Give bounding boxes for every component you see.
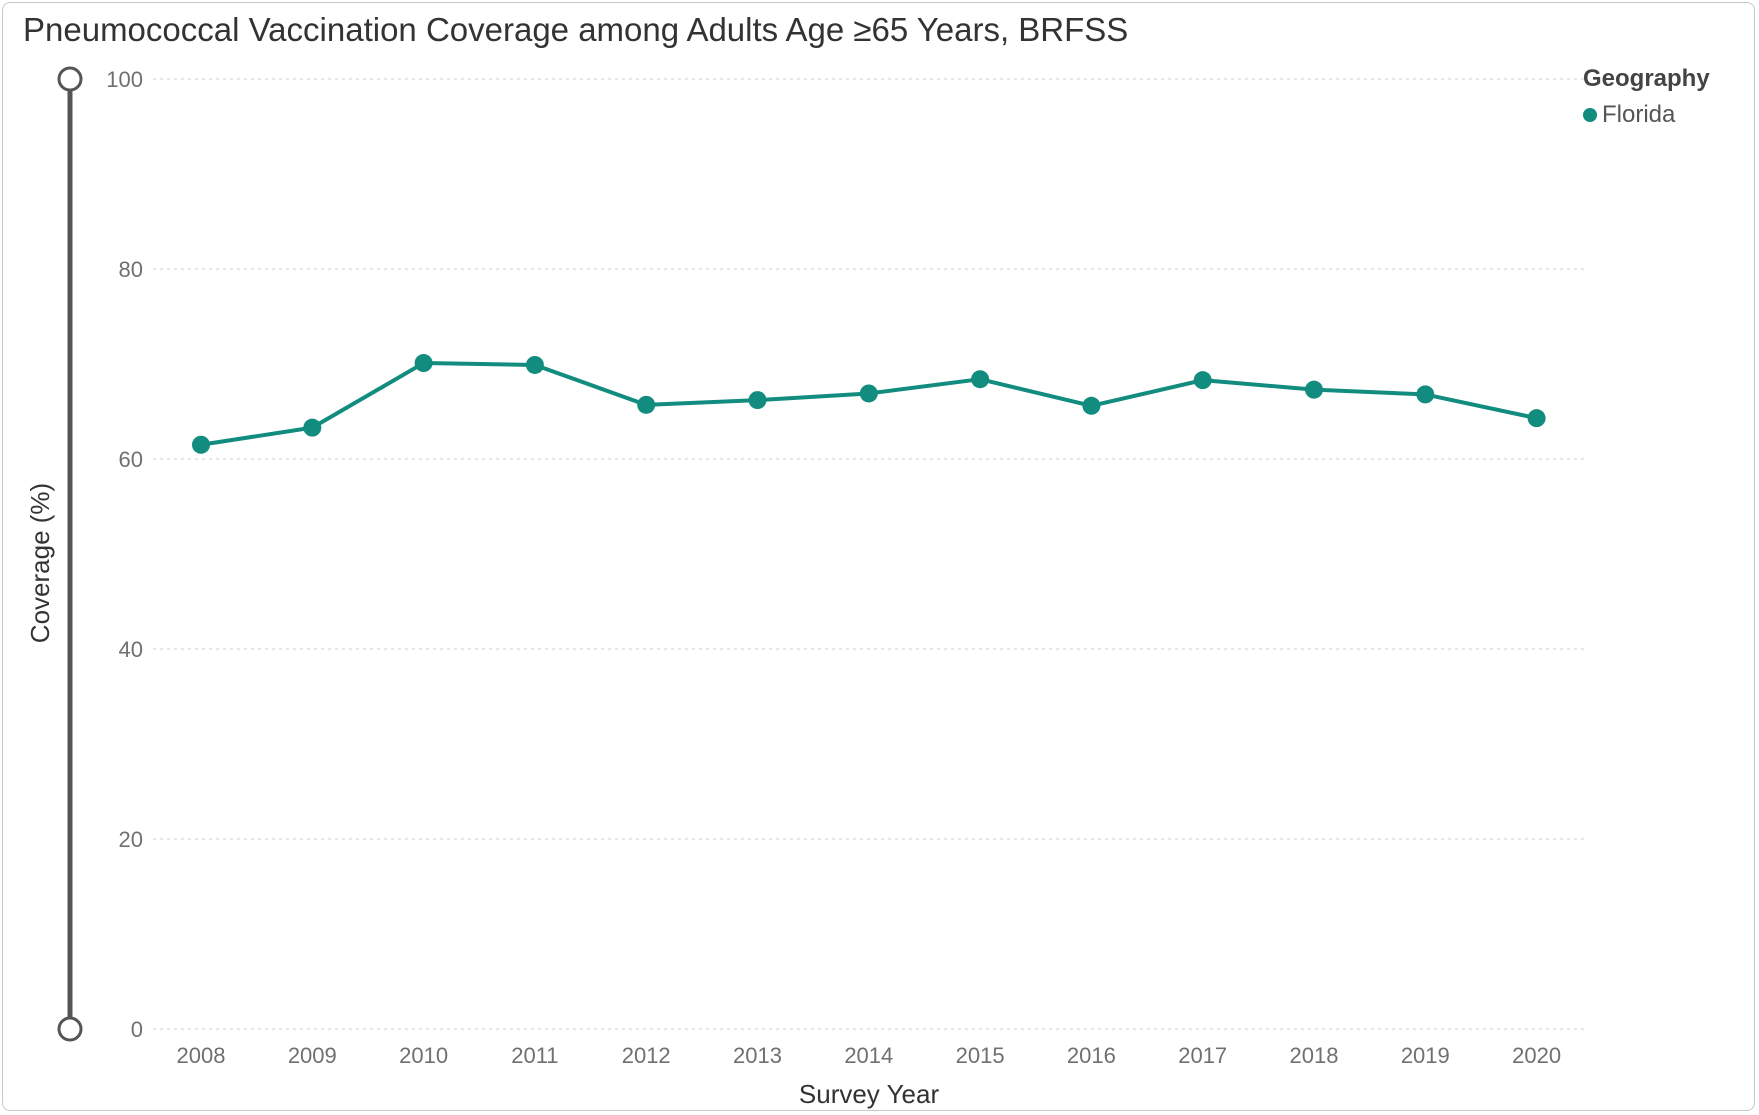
x-axis-ticks: 2008 2009 2010 2011 2012 2013 2014 2015 2016 2017…: [177, 1043, 1562, 1068]
x-tick-label: 2012: [622, 1043, 671, 1068]
y-axis-title: Coverage (%): [25, 483, 55, 643]
y-tick-label: 40: [119, 637, 143, 662]
legend: Geography Florida: [1583, 65, 1710, 129]
y-tick-label: 20: [119, 827, 143, 852]
data-point[interactable]: [1193, 371, 1212, 390]
x-tick-label: 2011: [511, 1043, 558, 1068]
y-tick-label: 0: [131, 1017, 143, 1042]
x-tick-label: 2019: [1401, 1043, 1450, 1068]
y-axis-ticks: 0 20 40 60 80 100: [106, 67, 143, 1042]
data-point[interactable]: [1416, 385, 1435, 404]
y-tick-label: 80: [119, 257, 143, 282]
data-point[interactable]: [1305, 380, 1323, 399]
x-tick-label: 2014: [844, 1043, 893, 1068]
x-axis-title: Survey Year: [799, 1079, 940, 1109]
series-line: [200, 361, 1538, 447]
data-point[interactable]: [637, 395, 656, 414]
chart-title: Pneumococcal Vaccination Coverage among …: [23, 11, 1129, 48]
data-point[interactable]: [748, 391, 767, 410]
data-point[interactable]: [525, 355, 544, 374]
x-tick-label: 2016: [1067, 1043, 1116, 1068]
x-tick-label: 2009: [288, 1043, 337, 1068]
legend-label: Florida: [1602, 101, 1676, 128]
data-point[interactable]: [303, 418, 322, 437]
y-axis-zoom-slider[interactable]: [57, 66, 83, 1042]
data-point[interactable]: [1082, 396, 1101, 415]
x-tick-label: 2020: [1512, 1043, 1561, 1068]
gridlines: [153, 78, 1588, 1030]
x-tick-label: 2015: [956, 1043, 1005, 1068]
data-point[interactable]: [859, 384, 878, 403]
series-florida: [192, 354, 1546, 454]
data-point[interactable]: [414, 354, 433, 373]
slider-bottom-handle[interactable]: [57, 1016, 83, 1042]
legend-title: Geography: [1583, 65, 1710, 92]
line-chart: 0 20 40 60 80 100 2008 2009 2010 2011 2012 2013 201…: [25, 66, 1588, 1109]
data-point[interactable]: [192, 435, 210, 454]
slider-top-handle[interactable]: [57, 66, 83, 92]
legend-marker-icon: [1583, 108, 1597, 122]
x-tick-label: 2008: [177, 1043, 226, 1068]
y-tick-label: 60: [119, 447, 143, 472]
x-tick-label: 2013: [733, 1043, 782, 1068]
x-tick-label: 2017: [1178, 1043, 1227, 1068]
data-point[interactable]: [1527, 409, 1546, 428]
legend-item-florida[interactable]: Florida: [1583, 101, 1710, 129]
x-tick-label: 2018: [1290, 1043, 1339, 1068]
data-point[interactable]: [971, 370, 990, 389]
x-tick-label: 2010: [399, 1043, 448, 1068]
y-tick-label: 100: [106, 67, 143, 92]
